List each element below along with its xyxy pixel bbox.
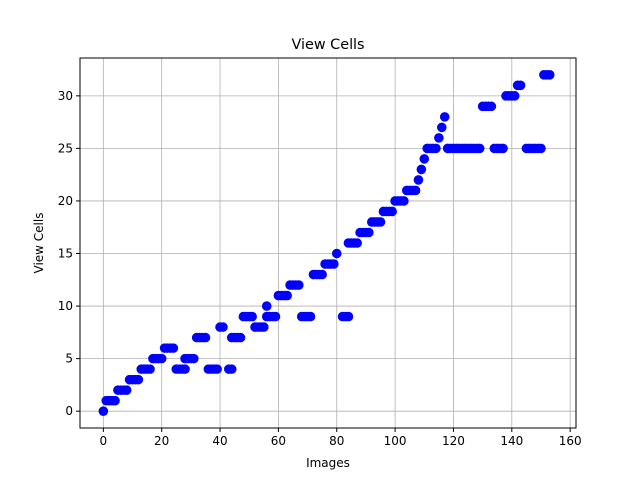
y-tick-label: 25 bbox=[58, 141, 73, 155]
data-point bbox=[247, 311, 257, 322]
data-point bbox=[486, 101, 497, 112]
data-point bbox=[305, 311, 316, 322]
x-tick: 160 bbox=[559, 428, 582, 448]
x-tick: 0 bbox=[100, 428, 108, 448]
data-point bbox=[218, 322, 228, 332]
data-point bbox=[413, 175, 424, 185]
data-point bbox=[474, 143, 485, 154]
x-tick: 20 bbox=[154, 428, 169, 448]
data-point bbox=[364, 227, 374, 238]
data-point bbox=[110, 395, 120, 406]
y-tick: 15 bbox=[58, 247, 80, 261]
data-point bbox=[419, 154, 430, 164]
data-point bbox=[282, 290, 292, 301]
data-point bbox=[416, 164, 427, 175]
data-point bbox=[434, 133, 444, 143]
x-tick-label: 100 bbox=[384, 434, 407, 448]
x-tick-label: 60 bbox=[271, 434, 286, 448]
x-tick-label: 0 bbox=[100, 434, 108, 448]
data-point bbox=[387, 206, 397, 217]
data-point bbox=[536, 143, 546, 154]
y-tick: 10 bbox=[58, 299, 80, 313]
y-tick-label: 5 bbox=[65, 352, 73, 366]
data-point bbox=[156, 353, 167, 364]
data-point bbox=[200, 332, 211, 343]
data-points bbox=[98, 70, 555, 416]
x-tick: 40 bbox=[212, 428, 228, 448]
data-point bbox=[515, 80, 526, 91]
data-point bbox=[121, 385, 132, 395]
data-point bbox=[399, 196, 409, 206]
y-axis-ticks: 0 5 10 15 20 25 30 bbox=[58, 89, 80, 418]
data-point bbox=[261, 301, 272, 311]
data-point bbox=[436, 122, 447, 133]
data-point bbox=[544, 70, 555, 80]
y-tick-label: 30 bbox=[58, 89, 73, 103]
data-point bbox=[410, 185, 421, 196]
x-axis-label: Images bbox=[306, 456, 350, 470]
y-tick: 25 bbox=[58, 141, 80, 155]
x-tick-label: 160 bbox=[559, 434, 582, 448]
data-point bbox=[98, 406, 109, 416]
chart-title: View Cells bbox=[291, 37, 364, 53]
x-tick: 80 bbox=[329, 428, 344, 448]
data-point bbox=[317, 269, 327, 280]
data-point bbox=[294, 280, 304, 290]
axes-frame bbox=[79, 57, 577, 429]
data-point bbox=[375, 217, 386, 227]
y-tick-label: 10 bbox=[58, 299, 73, 313]
y-tick-label: 0 bbox=[65, 404, 73, 418]
x-tick: 100 bbox=[384, 428, 407, 448]
data-point bbox=[439, 112, 450, 122]
data-point bbox=[259, 322, 269, 332]
data-point bbox=[168, 343, 179, 353]
y-axis-label: View Cells bbox=[32, 213, 46, 274]
data-point bbox=[331, 248, 342, 259]
y-tick-label: 20 bbox=[58, 194, 73, 208]
data-point bbox=[498, 143, 508, 154]
x-tick-label: 20 bbox=[154, 434, 169, 448]
data-point bbox=[343, 311, 354, 322]
data-point bbox=[431, 143, 441, 154]
y-tick: 20 bbox=[58, 194, 80, 208]
x-tick-label: 40 bbox=[212, 434, 227, 448]
data-point bbox=[329, 259, 339, 269]
data-point bbox=[509, 91, 520, 101]
x-tick: 120 bbox=[442, 428, 465, 448]
grid-lines bbox=[80, 58, 576, 428]
x-tick-label: 80 bbox=[329, 434, 344, 448]
data-point bbox=[352, 238, 362, 248]
data-point bbox=[145, 364, 155, 374]
y-tick-label: 15 bbox=[58, 247, 73, 261]
x-tick-label: 120 bbox=[442, 434, 465, 448]
x-axis-ticks: 0 20 40 60 80 100 120 140 160 bbox=[100, 428, 582, 448]
y-tick: 30 bbox=[58, 89, 80, 103]
x-tick: 60 bbox=[271, 428, 286, 448]
y-tick: 0 bbox=[65, 404, 80, 418]
data-point bbox=[212, 364, 222, 374]
data-point bbox=[188, 353, 199, 364]
y-tick: 5 bbox=[65, 352, 80, 366]
data-point bbox=[226, 364, 237, 374]
data-point bbox=[235, 332, 246, 343]
data-point bbox=[180, 364, 190, 374]
x-tick: 140 bbox=[500, 428, 523, 448]
x-tick-label: 140 bbox=[500, 434, 523, 448]
data-point bbox=[270, 311, 281, 322]
data-point bbox=[133, 374, 144, 385]
